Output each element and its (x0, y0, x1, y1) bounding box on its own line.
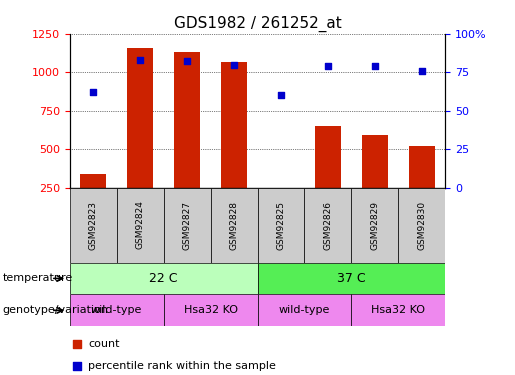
Bar (258, 294, 352, 326)
Bar (409, 146, 435, 188)
Bar (258, 188, 304, 262)
Point (371, 63, 379, 69)
Point (324, 63, 332, 69)
Text: GSM92825: GSM92825 (277, 201, 285, 249)
Point (136, 57, 144, 63)
Bar (315, 126, 341, 188)
Title: GDS1982 / 261252_at: GDS1982 / 261252_at (174, 16, 341, 32)
Text: GSM92826: GSM92826 (323, 201, 333, 249)
Bar (352, 188, 399, 262)
Point (230, 62, 238, 68)
Point (418, 68, 426, 74)
Point (277, 92, 285, 98)
Text: Hsa32 KO: Hsa32 KO (371, 305, 425, 315)
Bar (258, 262, 445, 294)
Text: percentile rank within the sample: percentile rank within the sample (89, 362, 276, 371)
Bar (211, 188, 258, 262)
Text: wild-type: wild-type (279, 305, 330, 315)
Text: GSM92828: GSM92828 (230, 201, 238, 249)
Bar (304, 188, 352, 262)
Text: genotype/variation: genotype/variation (3, 305, 109, 315)
Text: wild-type: wild-type (91, 305, 142, 315)
Text: Hsa32 KO: Hsa32 KO (183, 305, 237, 315)
Text: 37 C: 37 C (337, 272, 366, 285)
Bar (70, 188, 116, 262)
Bar (362, 135, 388, 188)
Bar (174, 52, 200, 188)
Text: GSM92829: GSM92829 (370, 201, 380, 249)
Bar (80, 174, 106, 188)
Text: GSM92827: GSM92827 (182, 201, 192, 249)
Bar (221, 62, 247, 188)
Point (73, 341, 81, 347)
Text: 22 C: 22 C (149, 272, 178, 285)
Bar (70, 294, 164, 326)
Bar (268, 188, 294, 192)
Bar (164, 294, 258, 326)
Bar (399, 188, 445, 262)
Bar (70, 262, 258, 294)
Bar (116, 188, 164, 262)
Text: temperature: temperature (3, 273, 73, 284)
Point (183, 58, 191, 64)
Text: GSM92830: GSM92830 (418, 200, 426, 250)
Bar (127, 48, 153, 188)
Point (73, 363, 81, 369)
Point (89, 89, 97, 95)
Text: GSM92823: GSM92823 (89, 201, 97, 249)
Bar (164, 188, 211, 262)
Text: count: count (89, 339, 120, 349)
Text: GSM92824: GSM92824 (135, 201, 145, 249)
Bar (352, 294, 445, 326)
